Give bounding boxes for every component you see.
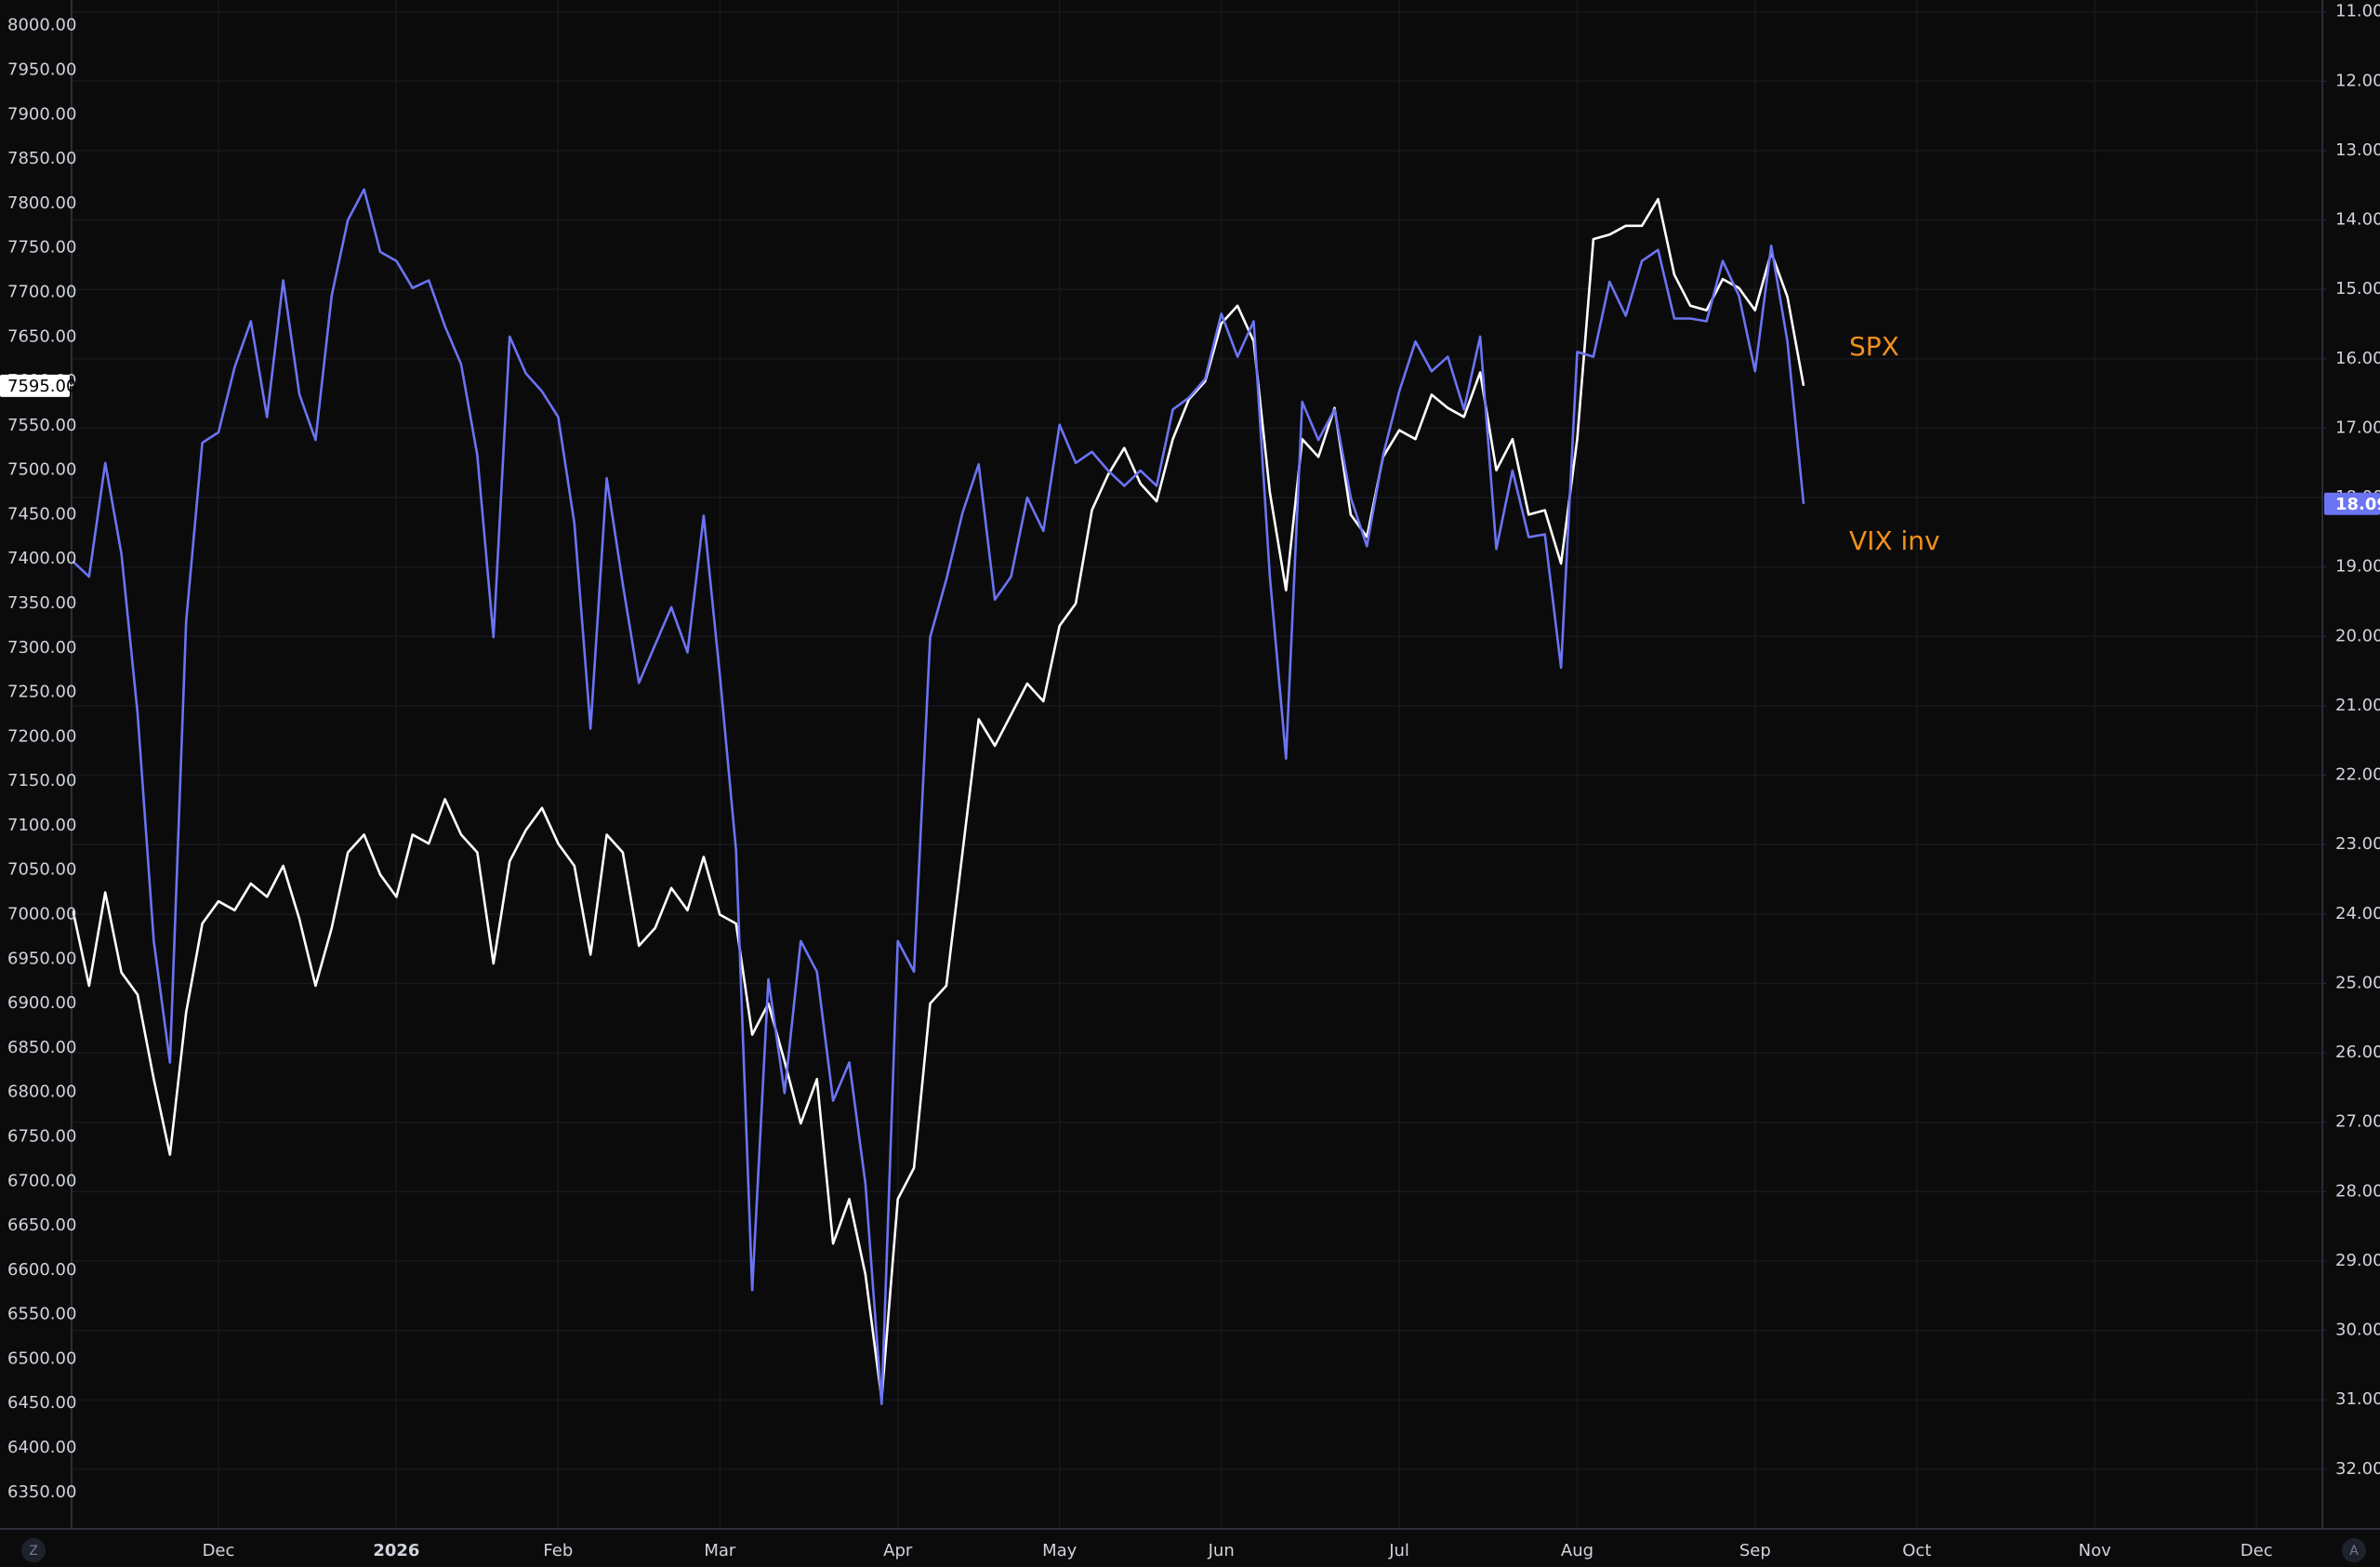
y-tick-label: 7750.00 [7,238,76,258]
x-tick-label: Dec [203,1541,235,1560]
y-tick-label: 6750.00 [7,1126,76,1146]
y-tick-label: 7650.00 [7,326,76,346]
y-tick-label: 6650.00 [7,1215,76,1235]
y2-tick-label: 26.00 [2335,1042,2380,1062]
y-tick-label: 8000.00 [7,16,76,35]
y-tick-label: 7100.00 [7,816,76,835]
y2-tick-label: 29.00 [2335,1251,2380,1270]
y2-tick-label: 14.00 [2335,210,2380,230]
y-tick-label: 6800.00 [7,1082,76,1102]
y-tick-label: 7250.00 [7,683,76,702]
x-tick-label: 2026 [373,1541,419,1560]
y-tick-label: 6600.00 [7,1260,76,1280]
x-tick-label: Apr [883,1541,913,1560]
x-tick-label: Mar [704,1541,736,1560]
y-tick-label: 7700.00 [7,282,76,301]
x-tick-label: Oct [1902,1541,1931,1560]
y-tick-label: 7050.00 [7,860,76,880]
y2-tick-label: 21.00 [2335,696,2380,715]
plot-area [72,188,1805,1405]
x-tick-label: Sep [1739,1541,1771,1560]
y2-tick-label: 27.00 [2335,1112,2380,1132]
y-tick-label: 7900.00 [7,104,76,124]
y-tick-label: 7300.00 [7,638,76,657]
y2-tick-label: 13.00 [2335,140,2380,160]
y2-tick-label: 32.00 [2335,1459,2380,1479]
button-bg[interactable] [2342,1538,2366,1562]
x-tick-label: Feb [543,1541,573,1560]
grid [68,0,2326,1529]
x-tick-label: Dec [2241,1541,2273,1560]
button-label[interactable]: A [2349,1544,2359,1559]
last-value-box [2324,492,2380,515]
y2-tick-label: 17.00 [2335,418,2380,437]
y-tick-label: 6450.00 [7,1393,76,1413]
last-value-label: 7595.00 [7,377,76,396]
y2-tick-label: 30.00 [2335,1321,2380,1340]
x-tick-label: Jun [1208,1541,1235,1560]
y-tick-label: 6400.00 [7,1438,76,1457]
y-tick-label: 7450.00 [7,504,76,524]
y-tick-label: 6850.00 [7,1038,76,1057]
x-tick-label: Aug [1561,1541,1593,1560]
y2-tick-label: 31.00 [2335,1389,2380,1409]
y-tick-label: 6550.00 [7,1305,76,1324]
button[interactable]: A [2342,1538,2366,1562]
y-tick-label: 7400.00 [7,549,76,568]
y-tick-label: 7150.00 [7,771,76,790]
y2-tick-label: 25.00 [2335,973,2380,992]
y-tick-label: 6500.00 [7,1348,76,1368]
y2-tick-label: 23.00 [2335,834,2380,854]
y2-tick-label: 28.00 [2335,1181,2380,1201]
y-tick-label: 6950.00 [7,949,76,968]
last-value-label: 18.09 [2335,495,2380,514]
y2-tick-label: 22.00 [2335,765,2380,785]
y2-tick-label: 11.00 [2335,2,2380,21]
y-tick-label: 7200.00 [7,726,76,746]
y-tick-label: 6700.00 [7,1171,76,1190]
button-bg[interactable] [21,1538,46,1562]
x-tick-label: Jul [1388,1541,1409,1560]
y2-tick-label: 24.00 [2335,904,2380,923]
y2-tick-label: 15.00 [2335,279,2380,299]
y-tick-label: 6900.00 [7,993,76,1013]
y-tick-label: 6350.00 [7,1482,76,1502]
x-tick-label: Nov [2079,1541,2111,1560]
y2-tick-label: 19.00 [2335,557,2380,577]
button[interactable]: Z [21,1538,46,1562]
series-label: SPX [1849,331,1899,362]
series-label: VIX inv [1849,525,1940,556]
y2-tick-label: 20.00 [2335,626,2380,645]
series-line [72,197,1805,1401]
last-value-box [0,374,70,397]
y2-tick-label: 16.00 [2335,349,2380,368]
x-tick-label: May [1042,1541,1078,1560]
y2-tick-label: 12.00 [2335,71,2380,90]
y-tick-label: 7350.00 [7,593,76,613]
button-label[interactable]: Z [29,1544,38,1559]
y-tick-label: 7850.00 [7,149,76,168]
y-tick-label: 7800.00 [7,193,76,213]
y-tick-label: 7950.00 [7,60,76,80]
series-line [72,188,1805,1405]
y-tick-label: 7500.00 [7,460,76,480]
y-tick-label: 7550.00 [7,416,76,435]
y-tick-label: 7000.00 [7,905,76,924]
